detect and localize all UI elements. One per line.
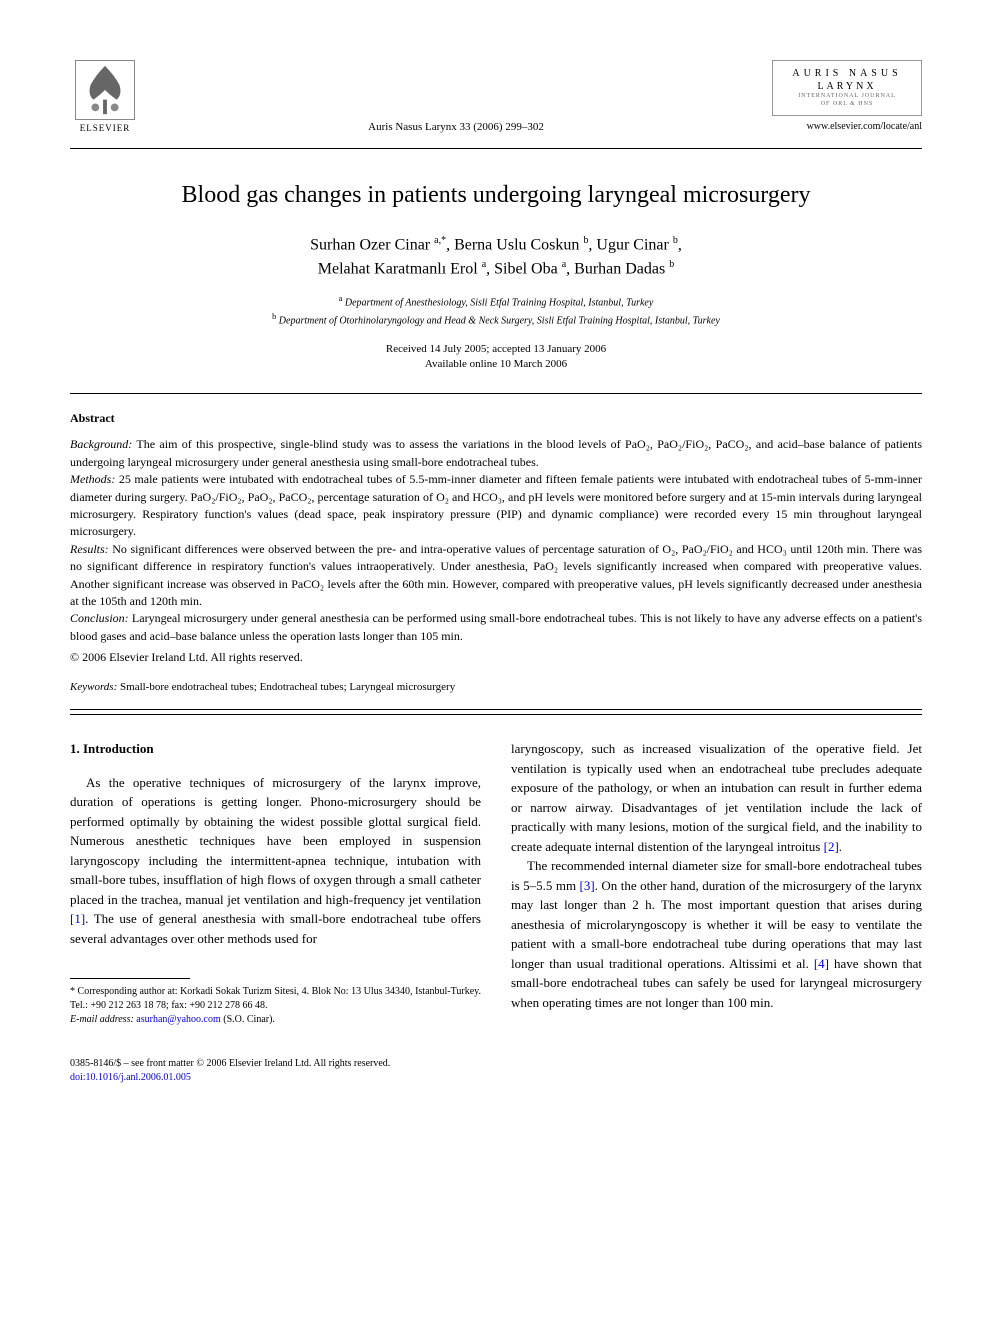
section-number: 1. [70,741,80,756]
abstract-top-rule [70,393,922,394]
journal-name-2: LARYNX [783,80,911,93]
available-online: Available online 10 March 2006 [425,358,567,370]
abstract-copyright: © 2006 Elsevier Ireland Ltd. All rights … [70,649,922,666]
page-footer: 0385-8146/$ – see front matter © 2006 El… [70,1057,922,1085]
journal-box-wrap: AURIS NASUS LARYNX INTERNATIONAL JOURNAL… [772,60,922,134]
abstract-body: Background: The aim of this prospective,… [70,436,922,645]
section-title: Introduction [83,741,154,756]
email-address[interactable]: asurhan@yahoo.com [136,1014,220,1025]
doi[interactable]: doi:10.1016/j.anl.2006.01.005 [70,1072,191,1083]
journal-box: AURIS NASUS LARYNX INTERNATIONAL JOURNAL… [772,60,922,116]
publisher-logo: ELSEVIER [70,60,140,140]
affiliation-b: Department of Otorhinolaryngology and He… [279,315,720,326]
citation-line: Auris Nasus Larynx 33 (2006) 299–302 [140,60,772,135]
column-left: 1. Introduction As the operative techniq… [70,739,481,1027]
results-label: Results: [70,542,109,556]
affiliation-a: Department of Anesthesiology, Sisli Etfa… [345,298,653,309]
journal-sub-2: OF ORL & HNS [783,101,911,109]
ref-2[interactable]: [2] [824,839,839,854]
conclusion-text: Laryngeal microsurgery under general ane… [70,611,922,642]
abstract-heading: Abstract [70,410,922,427]
affiliations: a Department of Anesthesiology, Sisli Et… [70,293,922,328]
intro-para-3: The recommended internal diameter size f… [511,856,922,1012]
abstract-bottom-rule-2 [70,714,922,715]
abstract-bottom-rule-1 [70,709,922,710]
column-right: laryngoscopy, such as increased visualiz… [511,739,922,1027]
journal-name-1: AURIS NASUS [783,67,911,80]
methods-label: Methods: [70,472,115,486]
ref-4[interactable]: [4] [814,956,829,971]
article-title: Blood gas changes in patients undergoing… [70,179,922,213]
authors: Surhan Ozer Cinar a,*, Berna Uslu Coskun… [70,233,922,282]
email-label: E-mail address: [70,1014,134,1025]
methods-text: 25 male patients were intubated with end… [70,472,922,538]
page-header: ELSEVIER Auris Nasus Larynx 33 (2006) 29… [70,60,922,140]
keywords: Keywords: Small-bore endotracheal tubes;… [70,680,922,695]
footnote-separator [70,978,190,979]
intro-para-2: laryngoscopy, such as increased visualiz… [511,739,922,856]
article-dates: Received 14 July 2005; accepted 13 Janua… [70,342,922,373]
results-text: No significant differences were observed… [70,542,922,608]
header-rule [70,148,922,149]
conclusion-label: Conclusion: [70,611,129,625]
background-text: The aim of this prospective, single-blin… [70,437,922,468]
corresponding-label: * Corresponding author at: [70,986,178,997]
elsevier-tree-icon [75,60,135,120]
footnotes: * Corresponding author at: Korkadi Sokak… [70,985,481,1027]
keywords-text: Small-bore endotracheal tubes; Endotrach… [120,681,455,693]
intro-para-1: As the operative techniques of microsurg… [70,773,481,949]
body-columns: 1. Introduction As the operative techniq… [70,739,922,1027]
issn-line: 0385-8146/$ – see front matter © 2006 El… [70,1058,390,1069]
received-accepted: Received 14 July 2005; accepted 13 Janua… [386,343,606,355]
publisher-name: ELSEVIER [80,122,131,135]
email-suffix: (S.O. Cinar). [221,1014,275,1025]
journal-sub-1: INTERNATIONAL JOURNAL [783,93,911,101]
keywords-label: Keywords: [70,681,117,693]
ref-1[interactable]: [1] [70,911,85,926]
background-label: Background: [70,437,132,451]
section-heading: 1. Introduction [70,739,481,759]
ref-3[interactable]: [3] [580,878,595,893]
journal-url[interactable]: www.elsevier.com/locate/anl [772,120,922,134]
